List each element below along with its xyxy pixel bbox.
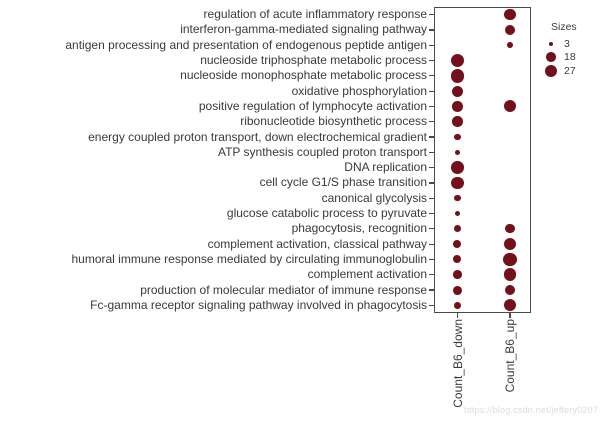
data-point	[454, 149, 461, 156]
legend-value: 3	[564, 37, 570, 50]
data-point	[503, 268, 517, 282]
x-axis-tick	[509, 313, 511, 318]
legend-entries: 3 18 27	[544, 37, 577, 78]
data-point	[451, 161, 464, 174]
data-point	[453, 255, 462, 264]
y-axis-label: antigen processing and presentation of e…	[65, 37, 427, 52]
y-axis-label: glucose catabolic process to pyruvate	[226, 206, 427, 221]
legend-dot-cell	[544, 51, 558, 65]
y-axis-tick	[429, 289, 434, 291]
data-point	[452, 116, 463, 128]
y-axis-tick	[429, 304, 434, 306]
y-axis-label: energy coupled proton transport, down el…	[88, 129, 427, 144]
x-axis-label: Count_B6_down	[450, 319, 465, 408]
y-axis-label: positive regulation of lymphocyte activa…	[198, 98, 427, 113]
data-point	[507, 42, 513, 49]
y-axis-tick	[429, 14, 434, 16]
legend-entry: 27	[544, 64, 577, 78]
data-point	[503, 238, 516, 251]
y-axis-label: regulation of acute inflammatory respons…	[203, 7, 427, 22]
data-point	[503, 100, 516, 113]
legend-dot-cell	[544, 64, 558, 78]
x-axis-label: Count_B6_up	[503, 319, 517, 393]
y-axis-tick	[429, 228, 434, 230]
legend-dot	[546, 52, 556, 63]
y-axis-label: nucleoside monophosphate metabolic proce…	[180, 68, 427, 83]
legend-dot-cell	[544, 37, 558, 51]
y-axis-tick	[429, 59, 434, 62]
y-axis-label: complement activation	[307, 267, 427, 282]
data-point	[504, 284, 516, 296]
y-axis-label: phagocytosis, recognition	[291, 221, 427, 236]
y-axis-tick	[429, 136, 434, 138]
y-axis-tick	[429, 90, 434, 92]
data-point	[453, 270, 462, 280]
data-point	[451, 176, 464, 190]
data-point	[503, 252, 517, 267]
y-axis-tick	[429, 29, 434, 31]
legend-entry: 3	[544, 37, 577, 51]
size-legend: Sizes 3 18 27	[544, 21, 577, 78]
y-axis-label: interferon-gamma-mediated signaling path…	[180, 22, 427, 37]
y-axis-label: DNA replication	[344, 160, 427, 175]
y-axis-tick	[429, 274, 434, 276]
data-point	[453, 225, 462, 233]
data-point	[450, 53, 465, 68]
y-axis-label: complement activation, classical pathway	[207, 236, 427, 251]
plot-area	[434, 7, 531, 313]
y-axis-tick	[429, 167, 434, 169]
y-axis-label: cell cycle G1/S phase transition	[259, 175, 427, 190]
y-axis-tick	[429, 75, 434, 77]
y-axis-label: Fc-gamma receptor signaling pathway invo…	[90, 297, 427, 312]
data-point	[504, 8, 516, 21]
y-axis-label: production of molecular mediator of immu…	[140, 282, 427, 297]
y-axis-tick	[429, 243, 434, 245]
legend-value: 27	[564, 64, 576, 77]
legend-entry: 18	[544, 51, 577, 65]
y-axis-label: ATP synthesis coupled proton transport	[217, 144, 427, 159]
data-point	[453, 285, 462, 295]
y-axis-tick	[429, 151, 434, 153]
data-point	[504, 24, 516, 35]
legend-dot	[545, 64, 557, 77]
y-axis-tick	[429, 212, 434, 215]
data-point	[503, 299, 516, 312]
y-axis-label: nucleoside triphosphate metabolic proces…	[200, 53, 427, 68]
y-axis-label: ribonucleotide biosynthetic process	[240, 114, 427, 129]
y-axis-tick	[429, 44, 434, 46]
y-axis-tick	[429, 258, 434, 261]
data-point	[451, 85, 464, 97]
y-axis-tick	[429, 105, 434, 108]
data-point	[454, 195, 461, 202]
y-axis-tick	[429, 197, 434, 199]
x-axis-tick	[456, 313, 459, 318]
y-axis-label: oxidative phosphorylation	[291, 83, 427, 98]
data-point	[453, 240, 462, 249]
data-point	[452, 101, 463, 112]
y-axis-label: humoral immune response mediated by circ…	[71, 251, 427, 266]
data-point	[450, 69, 465, 83]
y-axis-tick	[429, 182, 434, 184]
y-axis-tick	[429, 121, 434, 123]
legend-dot	[549, 41, 553, 46]
legend-title: Sizes	[551, 21, 577, 33]
data-point	[454, 210, 461, 217]
legend-value: 18	[564, 51, 576, 64]
data-point	[505, 224, 515, 234]
data-point	[454, 301, 461, 309]
y-axis-label: canonical glycolysis	[321, 190, 427, 205]
data-point	[454, 133, 461, 141]
watermark: https://blog.csdn.net/jeffery0207	[463, 405, 598, 415]
